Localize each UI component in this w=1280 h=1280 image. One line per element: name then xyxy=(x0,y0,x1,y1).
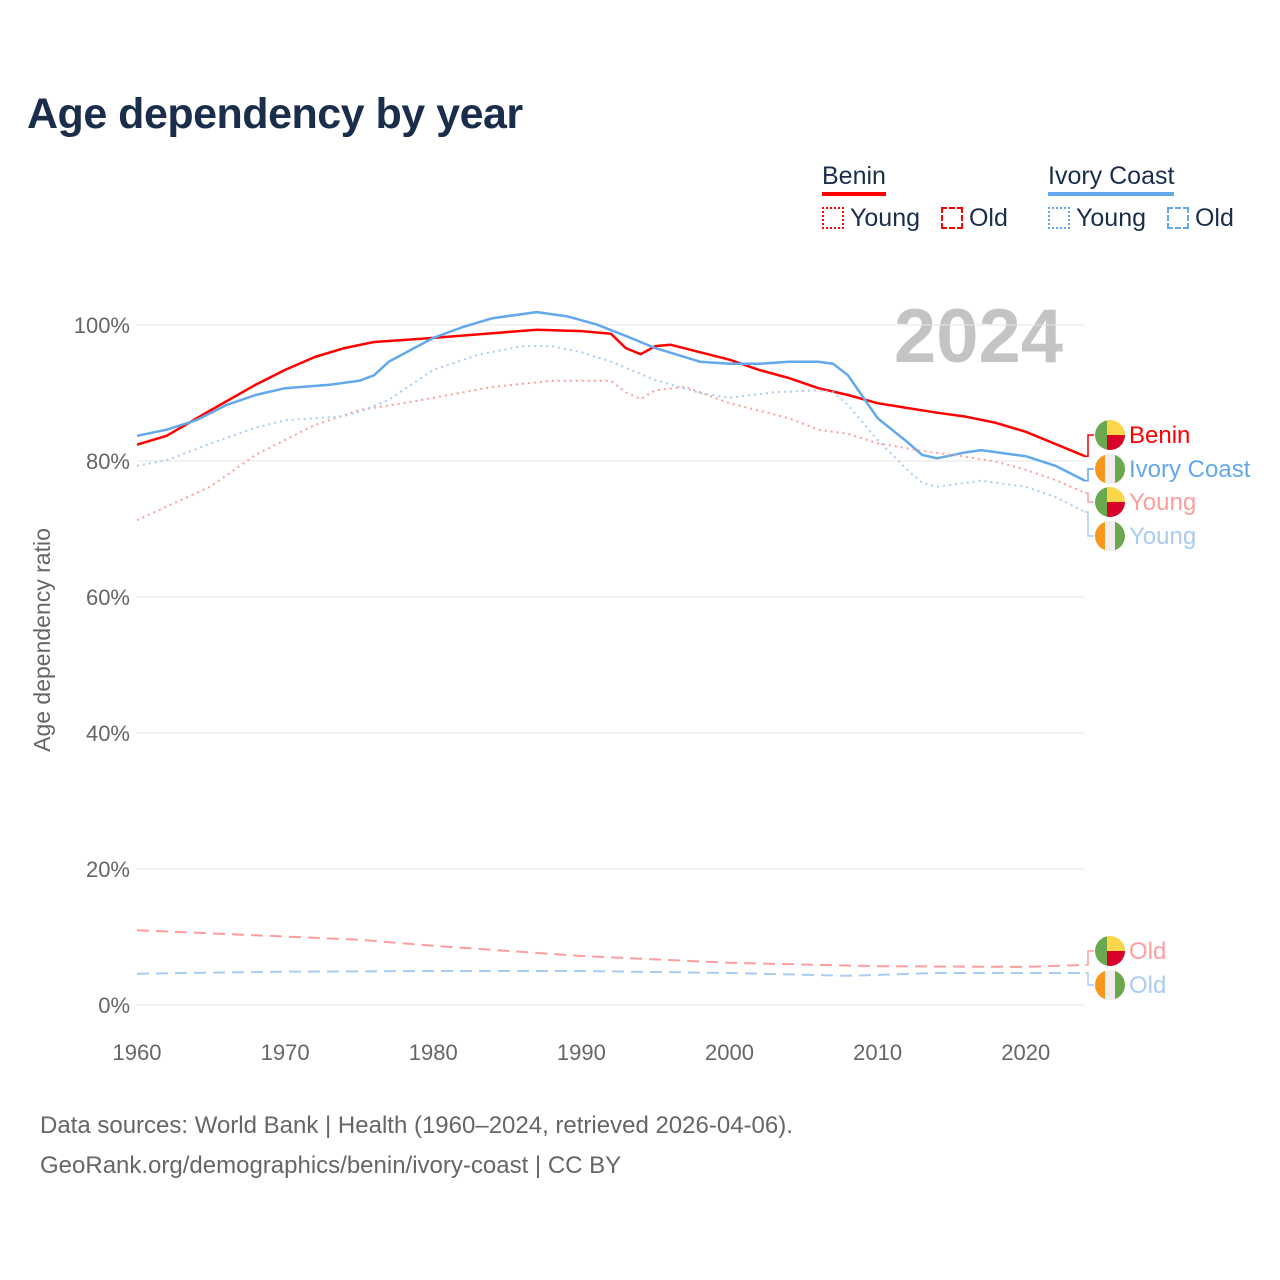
label-connector xyxy=(1085,511,1094,537)
series-line-benin-old xyxy=(136,929,1086,968)
legend-ivory-coast: Ivory Coast Young Old xyxy=(1048,162,1234,233)
ivory-coast-flag-icon xyxy=(1095,521,1125,551)
y-tick-label: 40% xyxy=(86,721,130,746)
legend-ivory-coast-young: Young xyxy=(1076,204,1146,232)
dashed-swatch-icon xyxy=(940,207,963,229)
flag-green xyxy=(1095,487,1107,517)
flag-white xyxy=(1105,454,1115,484)
x-tick-label: 2000 xyxy=(705,1040,754,1065)
legend-benin-old: Old xyxy=(968,204,1008,232)
y-tick-label: 0% xyxy=(98,993,130,1018)
legend-benin-young: Young xyxy=(850,204,920,232)
end-label: Young xyxy=(1129,489,1196,516)
series-line-ivory-coast-old xyxy=(136,970,1085,977)
ivory-coast-flag-icon xyxy=(1095,454,1125,484)
y-tick-label: 100% xyxy=(74,313,130,338)
flag-green xyxy=(1115,454,1125,484)
x-tick-label: 1990 xyxy=(557,1040,606,1065)
end-label: Young xyxy=(1129,523,1196,550)
label-connector xyxy=(1085,468,1094,482)
series-line-ivory-coast-young xyxy=(136,345,1086,513)
dotted-swatch-icon xyxy=(1048,207,1070,229)
benin-flag-icon xyxy=(1095,420,1125,450)
dashed-swatch-icon xyxy=(1166,207,1189,229)
flag-green xyxy=(1115,521,1125,551)
y-tick-label: 80% xyxy=(86,449,130,474)
flag-fill xyxy=(1095,454,1125,484)
legend-ivory-coast-name: Ivory Coast xyxy=(1048,162,1175,196)
label-connector xyxy=(1085,492,1094,503)
chart-title: Age dependency by year xyxy=(27,90,523,138)
end-label: Ivory Coast xyxy=(1129,456,1251,483)
x-tick-label: 1980 xyxy=(409,1040,458,1065)
series-line-benin xyxy=(136,328,1086,458)
y-tick-label: 20% xyxy=(86,857,130,882)
x-tick-label: 1960 xyxy=(113,1040,162,1065)
legend-benin: Benin Young Old xyxy=(822,162,1008,233)
flag-green xyxy=(1095,420,1107,450)
flag-fill xyxy=(1095,970,1125,1000)
ivory-coast-flag-icon xyxy=(1095,970,1125,1000)
label-connector xyxy=(1085,434,1094,457)
label-connector xyxy=(1085,972,1094,986)
end-label: Benin xyxy=(1129,422,1190,449)
series-line-ivory-coast xyxy=(136,310,1086,482)
year-watermark: 2024 xyxy=(894,294,1063,379)
legend-benin-name: Benin xyxy=(822,162,886,196)
x-tick-label: 2010 xyxy=(853,1040,902,1065)
legend-ivory-coast-old: Old xyxy=(1194,204,1234,232)
flag-orange xyxy=(1095,454,1105,484)
attribution-link[interactable]: GeoRank.org/demographics/benin/ivory-coa… xyxy=(40,1152,622,1179)
flag-fill xyxy=(1095,420,1125,450)
flag-orange xyxy=(1095,521,1105,551)
end-label: Old xyxy=(1129,972,1166,999)
flag-white xyxy=(1105,521,1115,551)
flag-green xyxy=(1115,970,1125,1000)
flag-white xyxy=(1105,970,1115,1000)
footer: Data sources: World Bank | Health (1960–… xyxy=(40,1106,793,1186)
flag-green xyxy=(1095,936,1107,966)
dotted-swatch-icon xyxy=(822,207,844,229)
data-source-text: Data sources: World Bank | Health (1960–… xyxy=(40,1112,793,1139)
flag-orange xyxy=(1095,970,1105,1000)
y-tick-label: 60% xyxy=(86,585,130,610)
x-tick-label: 2020 xyxy=(1001,1040,1050,1065)
x-tick-label: 1970 xyxy=(261,1040,310,1065)
series-line-benin-young xyxy=(136,379,1086,522)
flag-fill xyxy=(1095,521,1125,551)
end-label: Old xyxy=(1129,938,1166,965)
y-axis-label: Age dependency ratio xyxy=(29,528,55,752)
label-connector xyxy=(1085,950,1094,966)
